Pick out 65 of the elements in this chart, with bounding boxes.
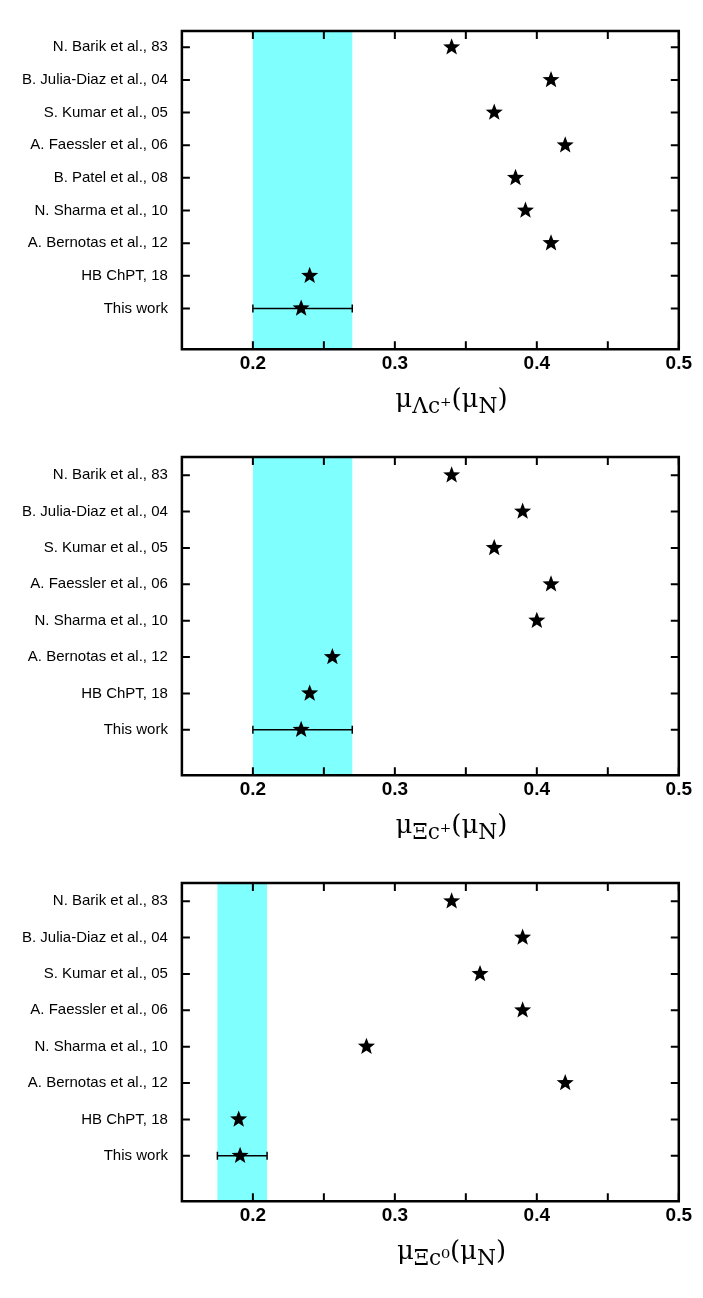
point	[528, 611, 546, 629]
y-tick-label: S. Kumar et al., 05	[43, 538, 168, 556]
point	[292, 299, 310, 316]
y-tick-label: N. Sharma et al., 10	[34, 200, 168, 218]
y-tick-label: N. Barik et al., 83	[52, 37, 168, 55]
point	[443, 892, 461, 909]
x-tick-label: 0.2	[239, 351, 267, 373]
x-tick-label: 0.4	[523, 351, 551, 373]
y-tick-label: N. Barik et al., 83	[52, 891, 168, 909]
x-tick-label: 0.3	[381, 351, 409, 373]
x-tick-label: 0.3	[381, 1204, 409, 1226]
point	[301, 266, 319, 284]
point	[485, 539, 503, 556]
point	[542, 70, 560, 88]
x-tick-label: 0.2	[239, 778, 267, 800]
point	[556, 1074, 574, 1091]
y-tick-label: A. Faessler et al., 06	[30, 1000, 168, 1018]
y-tick-label: A. Bernotas et al., 12	[27, 1073, 168, 1091]
point	[514, 1001, 532, 1018]
y-tick-label: This work	[103, 720, 169, 738]
point	[542, 234, 560, 251]
x-tick-label: 0.2	[239, 1204, 267, 1226]
x-tick-label: 0.5	[665, 778, 693, 800]
y-tick-label: This work	[103, 1146, 169, 1164]
point	[556, 136, 574, 153]
point	[516, 201, 535, 218]
y-tick-label: B. Julia-Diaz et al., 04	[21, 501, 168, 519]
x-axis-title: μ$_{Λc⁺}$(μ$_{N}$)	[394, 382, 509, 421]
y-tick-label: A. Bernotas et al., 12	[27, 647, 168, 665]
x-tick-label: 0.5	[665, 1204, 693, 1226]
x-axis-title: μ$_{Ξc⁰}$(μ$_{N}$)	[395, 1234, 508, 1273]
point	[301, 684, 319, 701]
x-tick-label: 0.3	[381, 778, 409, 800]
point	[514, 502, 532, 520]
y-tick-label: B. Patel et al., 08	[53, 168, 168, 185]
point	[485, 103, 503, 120]
point	[443, 38, 461, 55]
point	[514, 928, 532, 946]
y-tick-label: S. Kumar et al., 05	[43, 102, 168, 120]
point	[323, 648, 341, 665]
point	[357, 1038, 376, 1055]
point	[230, 1110, 248, 1128]
point	[443, 466, 461, 483]
y-tick-label: N. Sharma et al., 10	[34, 610, 168, 628]
y-tick-label: A. Faessler et al., 06	[30, 574, 168, 592]
x-tick-label: 0.4	[523, 778, 551, 800]
y-tick-label: HB ChPT, 18	[81, 683, 168, 701]
y-tick-label: S. Kumar et al., 05	[43, 964, 168, 982]
y-tick-label: HB ChPT, 18	[81, 1109, 168, 1127]
point	[471, 965, 489, 982]
y-tick-label: A. Bernotas et al., 12	[27, 233, 168, 251]
y-tick-label: A. Faessler et al., 06	[30, 135, 168, 153]
y-tick-label: HB ChPT, 18	[81, 265, 168, 283]
y-tick-label: This work	[103, 298, 169, 316]
y-tick-label: B. Julia-Diaz et al., 04	[21, 70, 168, 88]
point	[542, 575, 560, 592]
y-tick-label: N. Barik et al., 83	[52, 465, 168, 483]
x-tick-label: 0.5	[665, 351, 693, 373]
point	[506, 168, 525, 186]
point	[292, 720, 310, 738]
y-tick-label: B. Julia-Diaz et al., 04	[21, 928, 168, 946]
point	[231, 1147, 249, 1164]
y-tick-label: N. Sharma et al., 10	[34, 1037, 168, 1055]
x-tick-label: 0.4	[523, 1204, 551, 1226]
x-axis-title: μ$_{Ξc⁺}$(μ$_{N}$)	[394, 808, 509, 847]
